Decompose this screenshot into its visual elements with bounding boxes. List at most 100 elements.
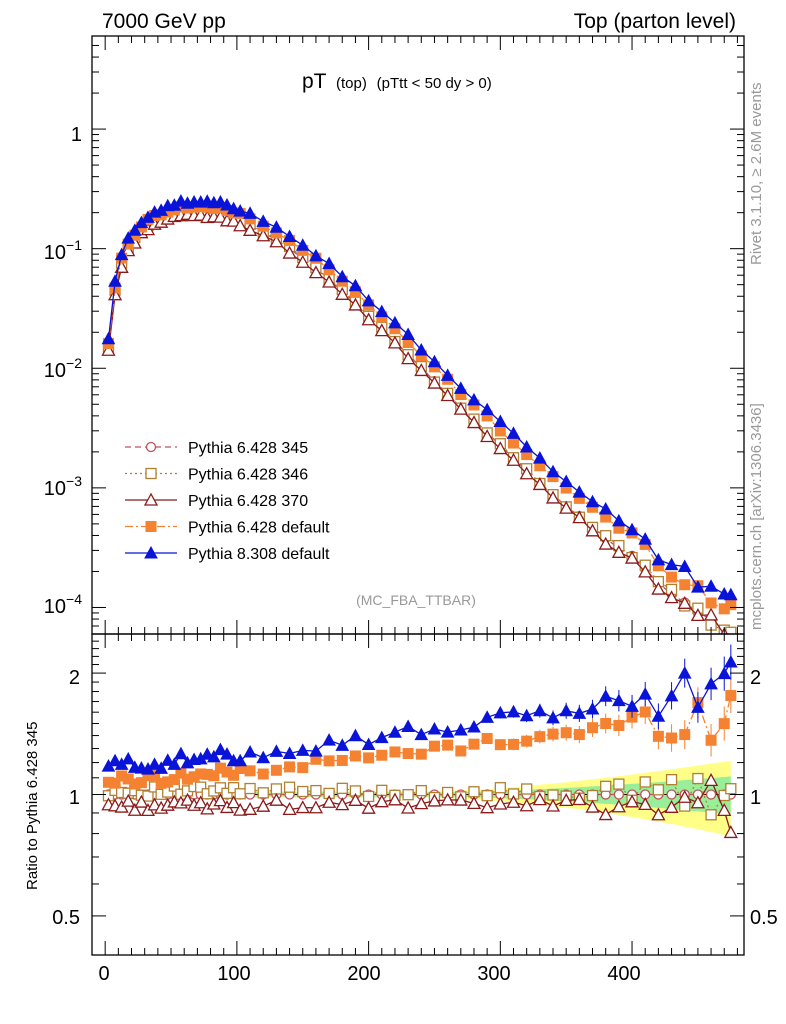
- ratio-point: [519, 798, 534, 812]
- series-ratio-1: [102, 772, 737, 821]
- ratio-point: [665, 774, 678, 786]
- ratio-point: [560, 727, 572, 739]
- ratio-point: [348, 792, 363, 806]
- ratio-point: [297, 785, 309, 798]
- series-line: [107, 209, 732, 633]
- ratio-point: [453, 722, 468, 736]
- ratio-point: [127, 802, 142, 816]
- ratio-point: [401, 719, 415, 733]
- ratio-point: [481, 733, 493, 745]
- ratio-point: [295, 800, 310, 814]
- data-point: [506, 452, 521, 466]
- ratio-point: [612, 693, 626, 707]
- data-point: [107, 287, 123, 301]
- data-point: [309, 248, 323, 262]
- ratio-point: [664, 799, 679, 813]
- series-main-2: [101, 206, 728, 634]
- legend-label: Pythia 6.428 default: [188, 520, 330, 537]
- ratio-point: [638, 797, 653, 811]
- data-point: [703, 607, 719, 621]
- data-point: [611, 544, 626, 558]
- data-point: [651, 552, 666, 566]
- ratio-point: [244, 765, 256, 777]
- data-point: [677, 595, 692, 609]
- ratio-point: [704, 676, 718, 690]
- ratio-point: [244, 782, 256, 795]
- data-point: [612, 513, 626, 527]
- data-point: [335, 286, 350, 300]
- data-point: [559, 500, 574, 514]
- legend-label: Pythia 6.428 345: [188, 440, 308, 457]
- ratio-point: [506, 794, 521, 808]
- ratio-point: [521, 783, 533, 795]
- data-point: [679, 579, 691, 591]
- ratio-point: [546, 710, 560, 724]
- ratio-y-tick-label-right: 0.5: [750, 907, 778, 929]
- ratio-point: [690, 795, 705, 809]
- ratio-point: [705, 734, 717, 746]
- ratio-point: [206, 749, 221, 763]
- data-point: [638, 532, 653, 545]
- ratio-point: [545, 798, 561, 812]
- data-point: [321, 274, 337, 288]
- ratio-point: [559, 793, 574, 807]
- ratio-point: [651, 709, 666, 722]
- data-point: [269, 234, 284, 248]
- data-point: [480, 402, 494, 416]
- ratio-point: [233, 753, 248, 767]
- header-right: Top (parton level): [574, 10, 736, 33]
- ratio-point: [149, 770, 161, 782]
- data-point: [213, 209, 228, 223]
- ratio-point: [455, 745, 467, 757]
- ratio-point: [414, 796, 429, 810]
- data-point: [233, 204, 248, 217]
- ratio-point: [376, 784, 388, 796]
- ratio-point: [213, 742, 228, 756]
- ratio-point: [639, 706, 651, 718]
- ratio-point: [725, 783, 737, 795]
- data-point: [723, 587, 738, 601]
- ratio-point: [493, 796, 508, 810]
- ratio-point: [638, 687, 653, 700]
- ratio-point: [361, 800, 376, 814]
- data-point: [598, 501, 613, 515]
- ratio-point: [135, 777, 147, 789]
- ratio-point: [468, 786, 480, 798]
- ratio-point: [167, 757, 182, 770]
- ratio-point: [142, 790, 154, 802]
- ratio-point: [585, 799, 600, 813]
- ratio-point: [494, 739, 506, 751]
- y-tick-label: 10−3: [44, 473, 82, 500]
- ratio-point: [691, 700, 705, 713]
- ratio-point: [270, 764, 282, 776]
- rivet-label: Rivet 3.1.10, ≥ 2.6M events: [748, 83, 765, 266]
- series-line: [107, 211, 732, 634]
- data-point: [532, 477, 547, 491]
- data-point: [494, 425, 506, 437]
- data-point: [322, 256, 336, 270]
- ratio-y-tick-label: 1: [69, 787, 80, 809]
- legend-entry: Pythia 6.428 345: [125, 440, 308, 457]
- data-point: [598, 536, 613, 550]
- ratio-point: [532, 792, 547, 806]
- ratio-point: [586, 789, 599, 802]
- legend-entry: Pythia 8.308 default: [125, 545, 330, 563]
- ratio-point: [493, 705, 508, 719]
- ratio-y-tick-label: 2: [69, 667, 80, 689]
- data-point: [651, 581, 666, 595]
- analysis-label: (MC_FBA_TTBAR): [356, 592, 476, 608]
- ratio-point: [598, 689, 613, 702]
- ratio-point: [109, 777, 121, 789]
- ratio-point: [440, 725, 455, 738]
- ratio-point: [725, 690, 737, 702]
- series-ratio-2: [101, 772, 738, 839]
- ratio-point: [679, 729, 691, 741]
- ratio-y-axis-label: Ratio to Pythia 6.428 345: [24, 722, 41, 890]
- ratio-point: [374, 794, 389, 808]
- data-point: [401, 327, 415, 340]
- ratio-point: [284, 761, 296, 773]
- data-point: [427, 375, 442, 389]
- ratio-point: [547, 789, 559, 801]
- ratio-point: [705, 789, 717, 800]
- data-point: [101, 331, 116, 345]
